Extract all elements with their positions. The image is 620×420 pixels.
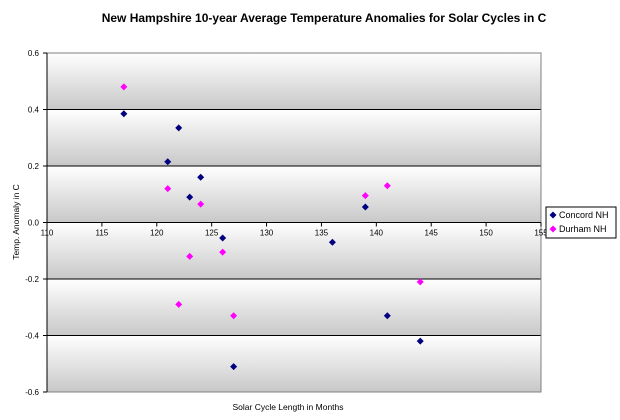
data-point	[186, 193, 194, 201]
y-tick-label: 0.2	[28, 162, 40, 171]
background-bands	[47, 53, 541, 392]
x-tick-label: 135	[315, 229, 329, 238]
x-tick-label: 155	[534, 229, 548, 238]
chart-title: New Hampshire 10-year Average Temperatur…	[102, 11, 547, 25]
background-band	[47, 53, 541, 110]
legend-marker	[549, 225, 557, 233]
x-tick-label: 120	[150, 229, 164, 238]
data-point	[219, 248, 227, 256]
data-point	[230, 363, 238, 371]
data-point	[175, 300, 183, 308]
background-band	[47, 335, 541, 392]
data-point	[186, 252, 194, 260]
data-point	[361, 203, 369, 211]
data-point	[383, 312, 391, 320]
y-tick-label: -0.6	[25, 388, 39, 397]
y-tick-label: 0.0	[28, 219, 40, 228]
series-1	[120, 110, 424, 371]
y-axis-label: Temp. Anomaly in C	[11, 184, 21, 260]
data-point	[219, 234, 227, 242]
x-tick-label: 150	[479, 229, 493, 238]
legend-entry: Concord NH	[559, 210, 609, 220]
data-point	[120, 83, 128, 91]
x-tick-label: 130	[260, 229, 274, 238]
legend-box	[545, 206, 617, 239]
plot-area: 110 115 120 125 130 135 140 145 150 155 0.60.40.2…	[25, 49, 548, 397]
legend: Concord NH Durham NH	[545, 206, 617, 239]
y-tick-label: -0.2	[25, 275, 39, 284]
data-point	[361, 192, 369, 200]
data-point	[164, 158, 172, 166]
x-tick-label: 145	[425, 229, 439, 238]
data-point	[120, 110, 128, 118]
y-axis: 0.6 0.4 0.2 0.0 -0.2 -0.4 -0.6	[25, 49, 48, 397]
data-point	[416, 337, 424, 345]
legend-entry: Durham NH	[559, 224, 607, 234]
x-tick-label: 115	[96, 229, 109, 238]
data-point	[416, 278, 424, 286]
background-band	[47, 166, 541, 223]
data-point	[175, 124, 183, 132]
data-point	[197, 200, 205, 208]
background-band	[47, 109, 541, 166]
data-point	[230, 312, 238, 320]
y-tick-label: 0.4	[28, 106, 40, 115]
background-band	[47, 222, 541, 279]
data-point	[164, 185, 172, 193]
data-point	[328, 238, 336, 246]
y-tick-label: -0.4	[25, 332, 39, 341]
x-tick-label: 140	[370, 229, 384, 238]
series-2	[120, 83, 424, 320]
legend-marker	[549, 211, 557, 219]
y-tick-label: 0.6	[28, 49, 40, 58]
data-point	[383, 182, 391, 190]
x-tick-label: 125	[205, 229, 219, 238]
data-point	[197, 173, 205, 181]
x-axis-label: Solar Cycle Length in Months	[232, 402, 343, 412]
background-band	[47, 279, 541, 336]
data-points	[120, 83, 424, 371]
